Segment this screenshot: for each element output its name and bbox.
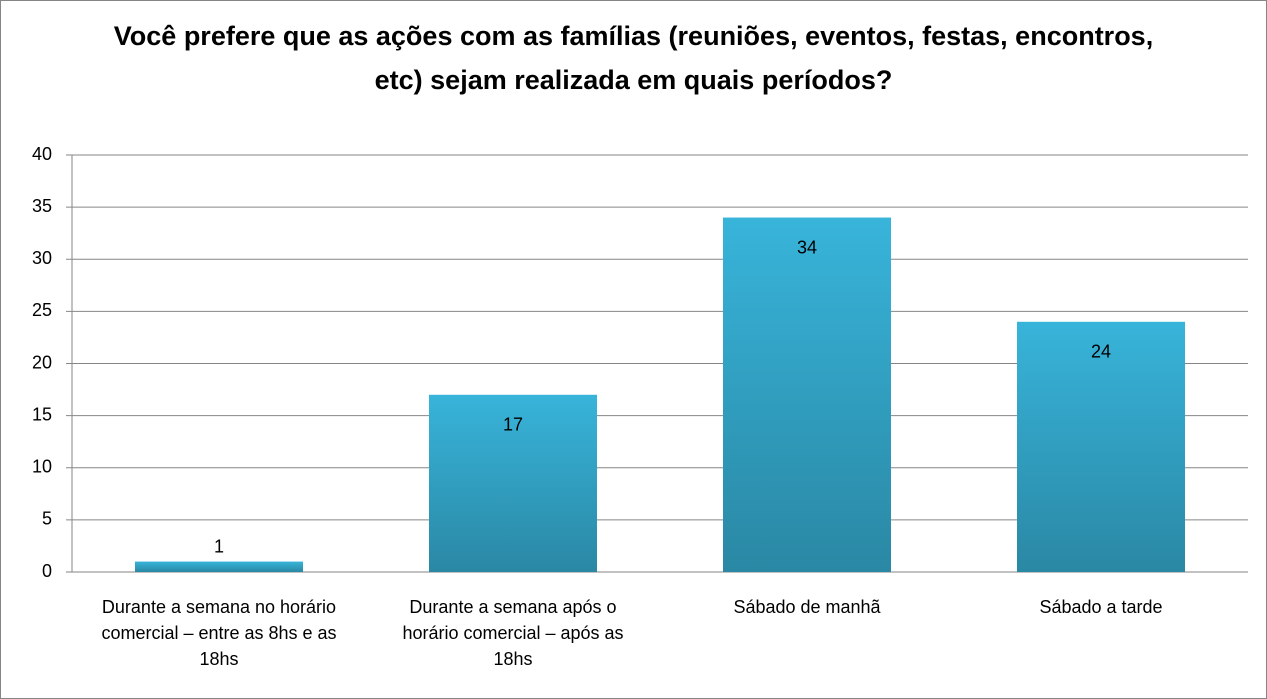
data-label: 17 — [503, 415, 523, 435]
bar — [429, 394, 597, 572]
chart-title: Você prefere que as ações com as família… — [113, 21, 1154, 95]
x-tick-label-box: Sábado a tarde — [1039, 597, 1163, 617]
title-box: Você prefere que as ações com as família… — [113, 21, 1154, 95]
x-tick-label: Sábado a tarde — [1039, 597, 1163, 617]
bar — [723, 217, 891, 573]
x-tick-label-box: Durante a semana após o horário comercia… — [402, 597, 624, 669]
y-tick-label: 0 — [42, 561, 52, 581]
y-tick-label: 30 — [32, 248, 52, 268]
data-label: 1 — [214, 536, 224, 556]
y-tick-label: 20 — [32, 352, 52, 372]
bar — [135, 561, 303, 572]
y-tick-label: 25 — [32, 300, 52, 320]
x-tick-label: Sábado de manhã — [733, 597, 881, 617]
x-tick-label-box: Durante a semana no horário comercial – … — [101, 597, 337, 669]
x-tick-label: Durante a semana no horário comercial – … — [101, 597, 337, 669]
x-tick-label-box: Sábado de manhã — [733, 597, 881, 617]
data-label: 24 — [1091, 342, 1111, 362]
y-tick-label: 10 — [32, 457, 52, 477]
data-label: 34 — [797, 237, 817, 257]
x-tick-label: Durante a semana após o horário comercia… — [402, 597, 624, 669]
y-tick-label: 15 — [32, 404, 52, 424]
y-tick-label: 35 — [32, 196, 52, 216]
y-tick-label: 40 — [32, 144, 52, 164]
y-tick-label: 5 — [42, 509, 52, 529]
bar — [1017, 321, 1185, 572]
